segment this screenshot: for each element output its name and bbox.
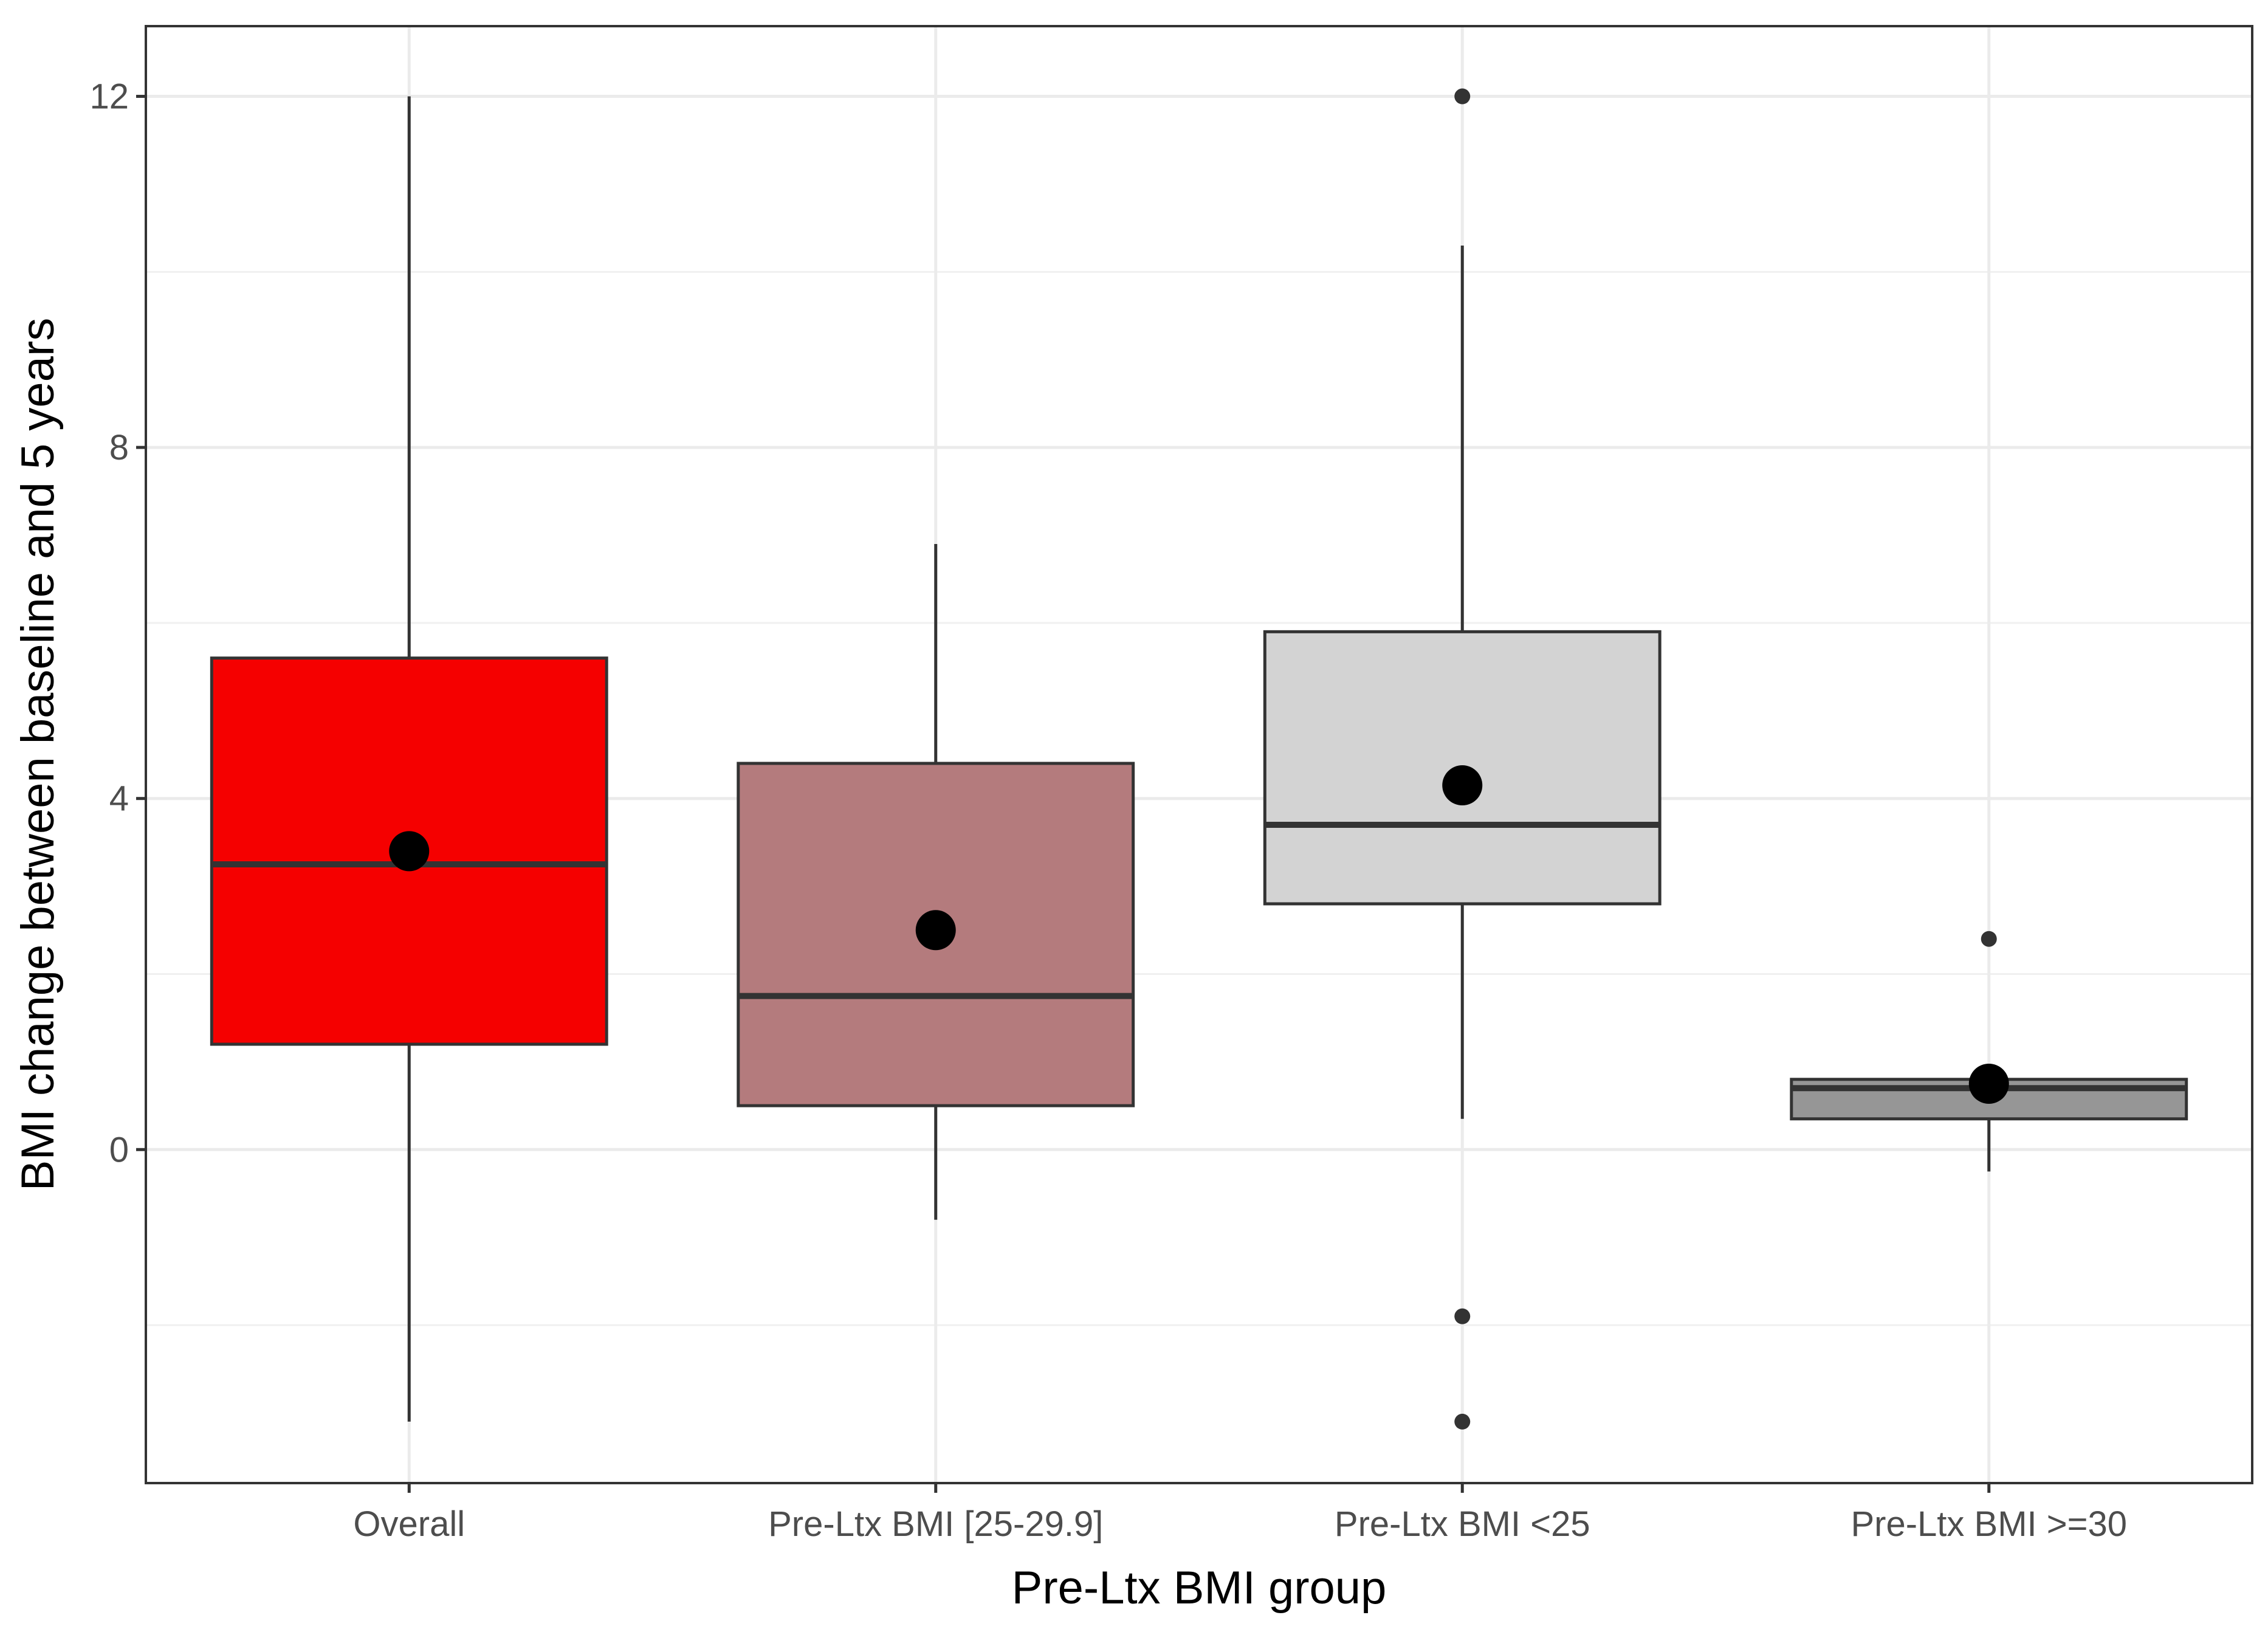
plot-panel-border: [145, 25, 2253, 1484]
outlier-point: [1981, 931, 1997, 947]
outlier-point: [1454, 1308, 1471, 1324]
x-tick-label: Overall: [353, 1504, 465, 1544]
outlier-point: [1454, 88, 1471, 105]
box-2: [737, 543, 1135, 1220]
y-axis: 0 4 8 12: [89, 77, 146, 1169]
outlier-point: [1454, 1413, 1471, 1430]
y-tick-label: 12: [89, 77, 129, 117]
x-tick-label: Pre-Ltx BMI [25-29.9]: [768, 1504, 1103, 1544]
mean-point: [389, 831, 430, 872]
x-axis: Overall Pre-Ltx BMI [25-29.9] Pre-Ltx BMI …: [353, 1483, 2127, 1544]
y-tick-label: 8: [109, 428, 129, 467]
x-tick-label: Pre-Ltx BMI >=30: [1850, 1504, 2127, 1544]
box-3: [1263, 88, 1661, 1430]
box-1: [210, 96, 608, 1422]
x-axis-title: Pre-Ltx BMI group: [1012, 1562, 1387, 1614]
y-axis-title: BMI change between baseline and 5 years: [12, 318, 64, 1191]
x-tick-label: Pre-Ltx BMI <25: [1335, 1504, 1590, 1544]
mean-point: [1968, 1063, 2009, 1104]
y-tick-label: 4: [109, 779, 129, 819]
y-tick-label: 0: [109, 1130, 129, 1169]
mean-point: [915, 910, 956, 951]
box-4: [1790, 931, 2188, 1172]
box-series: [210, 88, 2188, 1430]
mean-point: [1442, 765, 1483, 806]
